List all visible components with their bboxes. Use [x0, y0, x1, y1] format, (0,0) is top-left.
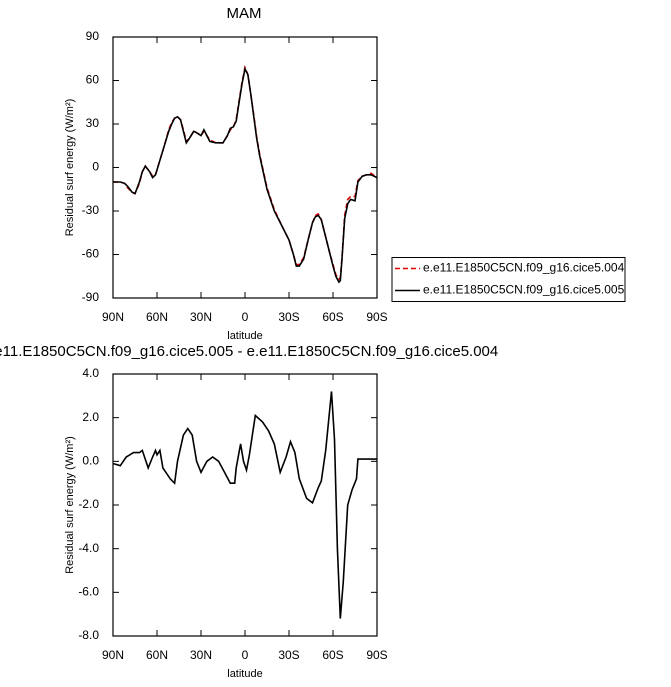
- legend-label: e.e11.E1850C5CN.f09_g16.cice5.004: [423, 261, 625, 275]
- data-line: [112, 391, 377, 619]
- y-tick-label: -6.0: [78, 585, 99, 599]
- plot-frame: [112, 373, 378, 637]
- plot-frame: [112, 36, 378, 299]
- x-tick-label: 30S: [278, 310, 299, 324]
- x-axis-title: latitude: [227, 668, 262, 680]
- y-axis-title: Residual surf energy (W/m²): [64, 436, 76, 574]
- x-tick-label: 30N: [190, 648, 212, 662]
- y-axis-title: Residual surf energy (W/m²): [64, 99, 76, 237]
- x-tick-label: 90S: [366, 648, 387, 662]
- x-tick-label: 60N: [146, 310, 168, 324]
- legend-box: [391, 257, 626, 302]
- y-tick-label: 90: [86, 29, 100, 43]
- x-tick-label: 60S: [322, 648, 343, 662]
- x-tick-label: 30N: [190, 310, 212, 324]
- x-tick-label: 30S: [278, 648, 299, 662]
- chart-title: e.e11.E1850C5CN.f09_g16.cice5.005 - e.e1…: [0, 343, 498, 360]
- legend-label: e.e11.E1850C5CN.f09_g16.cice5.005: [423, 283, 625, 297]
- y-tick-label: 60: [86, 73, 100, 87]
- y-tick-label: -8.0: [78, 628, 99, 642]
- y-tick-label: -4.0: [78, 541, 99, 555]
- x-tick-label: 90N: [102, 648, 124, 662]
- x-tick-label: 90N: [102, 310, 124, 324]
- y-tick-label: -30: [82, 203, 100, 217]
- x-tick-label: 90S: [366, 310, 387, 324]
- x-tick-label: 0: [242, 648, 249, 662]
- x-axis-title: latitude: [227, 330, 262, 342]
- data-line: [113, 64, 378, 281]
- y-tick-label: 30: [86, 116, 100, 130]
- x-tick-label: 0: [242, 310, 249, 324]
- x-tick-label: 60N: [146, 648, 168, 662]
- y-tick-label: 2.0: [82, 410, 99, 424]
- chart-title: MAM: [227, 5, 262, 22]
- y-tick-label: -90: [82, 290, 100, 304]
- x-tick-label: 60S: [322, 310, 343, 324]
- y-tick-label: 4.0: [82, 366, 99, 380]
- y-tick-label: 0.0: [82, 454, 99, 468]
- y-tick-label: -60: [82, 247, 100, 261]
- y-tick-label: 0: [92, 160, 99, 174]
- data-line: [113, 66, 378, 284]
- y-tick-label: -2.0: [78, 497, 99, 511]
